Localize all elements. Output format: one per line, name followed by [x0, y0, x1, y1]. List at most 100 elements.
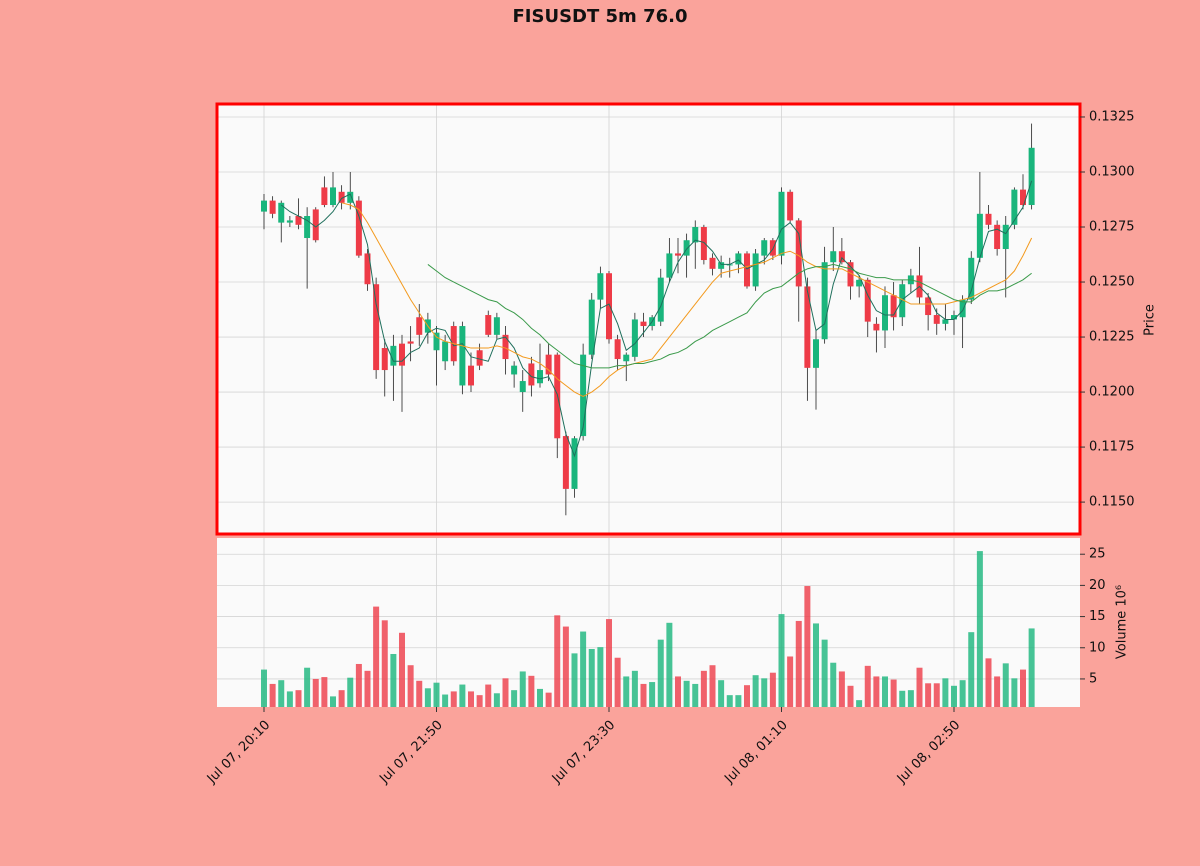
- volume-bar: [830, 662, 837, 707]
- candle-body: [355, 200, 362, 256]
- candle-body: [692, 227, 699, 243]
- candle-body: [493, 317, 500, 335]
- candle-body: [416, 317, 423, 335]
- candle-body: [442, 341, 449, 362]
- candle-body: [571, 438, 578, 489]
- y2-tick-label: 15: [1089, 609, 1106, 624]
- candle-body: [752, 253, 759, 287]
- candle-body: [804, 286, 811, 368]
- candle-body: [942, 319, 949, 324]
- candle-body: [295, 216, 302, 225]
- volume-bar: [304, 667, 311, 707]
- candle-body: [390, 345, 397, 366]
- candle-body: [700, 227, 707, 261]
- volume-bar: [847, 685, 854, 707]
- candle-body: [545, 354, 552, 375]
- candle-body: [588, 299, 595, 355]
- candle-body: [606, 273, 612, 340]
- volume-bar: [692, 683, 699, 707]
- candle-body: [675, 253, 681, 256]
- candle-body: [726, 264, 733, 266]
- volume-bar: [631, 670, 638, 707]
- volume-bar: [562, 626, 569, 707]
- candle-body: [761, 240, 768, 256]
- volume-panel: [217, 538, 1080, 707]
- volume-bar: [994, 676, 1001, 707]
- volume-bar: [726, 695, 733, 707]
- volume-bar: [856, 700, 863, 707]
- candle-body: [338, 191, 345, 203]
- volume-bar: [675, 676, 681, 707]
- volume-bar: [338, 690, 345, 707]
- volume-bar: [373, 606, 380, 707]
- volume-bar: [407, 665, 414, 707]
- moving-average-line: [280, 180, 1033, 458]
- volume-bar: [942, 678, 949, 707]
- candle-body: [321, 187, 328, 206]
- candle-body: [580, 354, 587, 437]
- candle-body: [468, 365, 474, 386]
- candle-body: [735, 253, 742, 265]
- volume-bar: [606, 619, 612, 707]
- volume-bar: [925, 683, 932, 707]
- candle-body: [459, 326, 466, 386]
- candle-body: [666, 253, 673, 278]
- candle-body: [502, 334, 509, 360]
- volume-bar: [278, 680, 285, 707]
- candle-body: [847, 262, 854, 287]
- volume-bar: [666, 622, 673, 707]
- candle-body: [925, 297, 932, 316]
- y-tick-label: 0.1250: [1089, 275, 1135, 290]
- y-tick-label: 0.1175: [1089, 440, 1135, 455]
- volume-bar: [528, 675, 535, 707]
- candle-body: [795, 220, 802, 287]
- candle-body: [683, 240, 690, 256]
- volume-bar: [951, 685, 957, 707]
- volume-bar: [347, 677, 354, 707]
- moving-average-line: [427, 263, 1032, 369]
- candle-body: [286, 220, 293, 223]
- candle-body: [985, 213, 992, 225]
- volume-bar: [752, 675, 759, 707]
- volume-bar: [416, 680, 423, 707]
- volume-bar: [976, 551, 983, 707]
- y2-tick-label: 20: [1089, 578, 1106, 593]
- candle-body: [407, 341, 414, 344]
- candle-body: [433, 332, 440, 351]
- volume-bar: [804, 586, 811, 707]
- candle-body: [304, 216, 311, 239]
- volume-bar: [640, 683, 647, 707]
- chart-title: FISUSDT 5m 76.0: [513, 6, 688, 27]
- volume-bar: [1028, 628, 1035, 707]
- volume-bar: [649, 682, 656, 707]
- volume-bar: [321, 677, 328, 707]
- volume-bar: [485, 684, 492, 707]
- volume-bar: [916, 667, 923, 707]
- y2-axis-label: Volume 10⁶: [1115, 585, 1130, 659]
- candle-body: [373, 284, 380, 371]
- x-tick-label: Jul 07, 20:10: [204, 718, 273, 787]
- volume-bar: [821, 639, 828, 707]
- y-tick-label: 0.1300: [1089, 164, 1135, 179]
- candle-body: [562, 436, 569, 489]
- volume-bar: [468, 691, 474, 707]
- volume-bar: [597, 647, 604, 707]
- candle-body: [614, 339, 621, 360]
- y-tick-label: 0.1225: [1089, 330, 1135, 345]
- y-tick-label: 0.1325: [1089, 109, 1135, 124]
- candle-body: [1020, 189, 1026, 206]
- candle-body: [312, 209, 319, 241]
- volume-bar: [554, 615, 561, 707]
- candle-body: [519, 381, 526, 393]
- volume-bar: [269, 683, 276, 707]
- candle-body: [485, 315, 492, 335]
- volume-bar: [787, 656, 794, 707]
- volume-bar: [399, 632, 405, 707]
- volume-bar: [700, 670, 707, 707]
- candle-body: [830, 251, 837, 263]
- candle-body: [778, 191, 785, 256]
- volume-bar: [795, 620, 802, 707]
- price-frame: [215, 102, 1082, 536]
- candle-body: [821, 262, 828, 340]
